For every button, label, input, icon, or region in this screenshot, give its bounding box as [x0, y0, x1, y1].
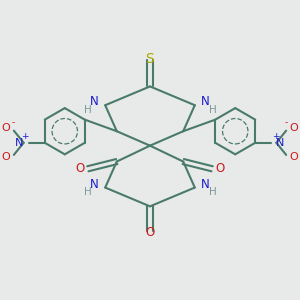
Text: S: S — [146, 52, 154, 66]
Text: -: - — [285, 118, 288, 127]
Text: O: O — [290, 123, 298, 133]
Text: H: H — [209, 104, 216, 115]
Text: N: N — [90, 95, 99, 108]
Text: N: N — [201, 178, 210, 190]
Text: N: N — [201, 95, 210, 108]
Text: N: N — [276, 138, 285, 148]
Text: H: H — [209, 187, 216, 197]
Text: O: O — [146, 226, 154, 239]
Text: O: O — [216, 162, 225, 175]
Text: O: O — [2, 152, 10, 162]
Text: +: + — [21, 132, 28, 141]
Text: O: O — [2, 123, 10, 133]
Text: O: O — [75, 162, 84, 175]
Text: -: - — [12, 118, 15, 127]
Text: H: H — [84, 104, 91, 115]
Text: N: N — [90, 178, 99, 190]
Text: O: O — [290, 152, 298, 162]
Text: N: N — [15, 138, 24, 148]
Text: +: + — [272, 132, 279, 141]
Text: H: H — [84, 187, 91, 197]
